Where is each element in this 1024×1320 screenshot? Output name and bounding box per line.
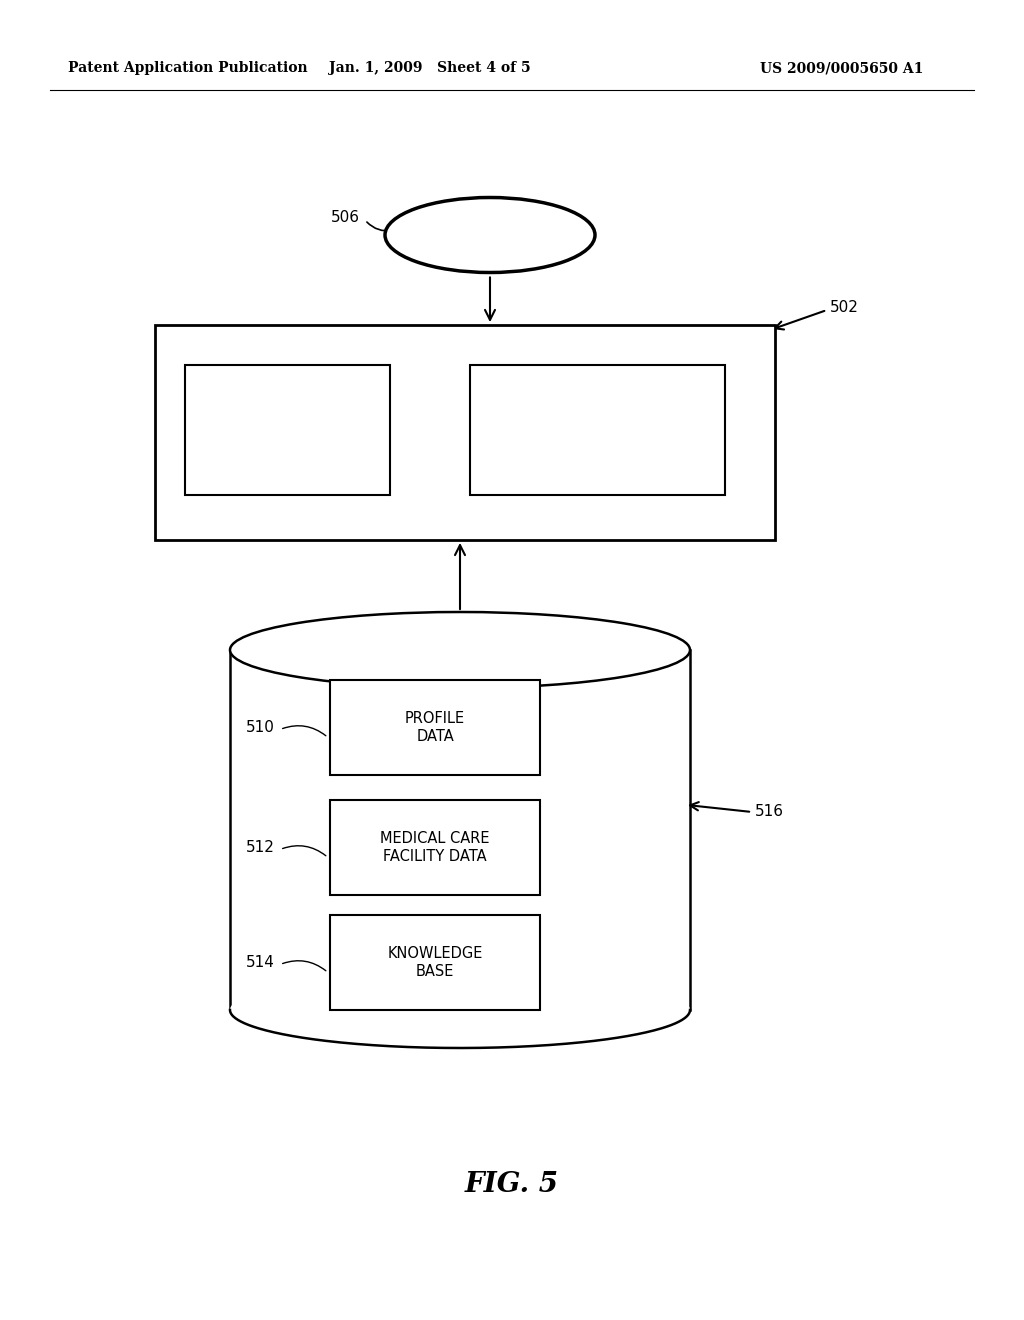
Text: SET OF DATA
MODELS: SET OF DATA MODELS [239,413,337,446]
Text: PATIENT RISK
ASSESSMENT MODEL: PATIENT RISK ASSESSMENT MODEL [516,413,679,446]
Text: EVENT DATA: EVENT DATA [438,226,542,244]
Text: 514: 514 [246,954,275,970]
FancyBboxPatch shape [185,366,390,495]
Text: FIG. 5: FIG. 5 [465,1172,559,1199]
Text: US 2009/0005650 A1: US 2009/0005650 A1 [760,61,924,75]
FancyBboxPatch shape [330,680,540,775]
Text: ANALYSIS SERVER: ANALYSIS SERVER [391,345,540,362]
Text: 510: 510 [246,719,275,735]
Text: 508: 508 [607,510,636,524]
Text: Patent Application Publication: Patent Application Publication [68,61,307,75]
Ellipse shape [385,198,595,272]
FancyBboxPatch shape [330,800,540,895]
FancyBboxPatch shape [330,915,540,1010]
Text: 504: 504 [195,510,224,524]
Ellipse shape [230,612,690,688]
Text: 506: 506 [331,210,360,224]
Text: MEDICAL CARE
FACILITY DATA: MEDICAL CARE FACILITY DATA [380,832,489,863]
Text: 516: 516 [755,804,784,820]
Text: STORAGE DEVICE: STORAGE DEVICE [387,671,532,689]
Ellipse shape [230,972,690,1048]
FancyBboxPatch shape [470,366,725,495]
Polygon shape [230,649,690,1010]
Text: Jan. 1, 2009   Sheet 4 of 5: Jan. 1, 2009 Sheet 4 of 5 [329,61,530,75]
FancyBboxPatch shape [155,325,775,540]
Text: KNOWLEDGE
BASE: KNOWLEDGE BASE [387,946,482,978]
Text: PROFILE
DATA: PROFILE DATA [404,711,465,743]
Text: 512: 512 [246,840,275,855]
Text: 502: 502 [830,300,859,314]
